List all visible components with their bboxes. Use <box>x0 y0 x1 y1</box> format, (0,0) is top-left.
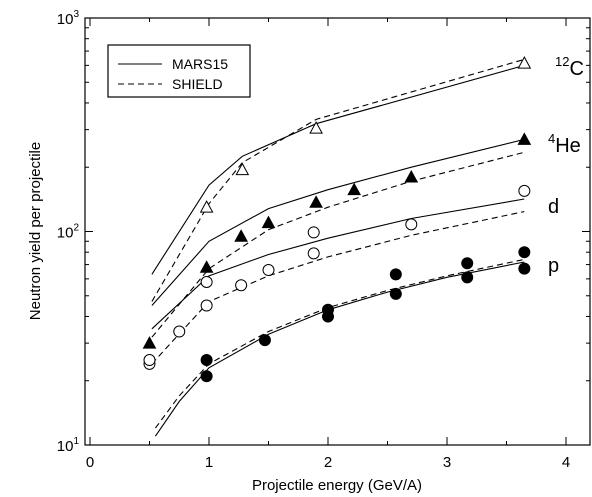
y-tick-label: 103 <box>57 9 80 28</box>
mars15-line-4He <box>151 138 525 306</box>
data-point-d <box>235 279 248 292</box>
data-point-p <box>518 262 531 275</box>
data-point-d <box>200 299 213 312</box>
data-point-4He <box>199 260 214 273</box>
data-point-p <box>200 354 213 367</box>
data-point-12C <box>309 121 323 134</box>
data-point-4He <box>142 336 157 349</box>
data-point-d <box>143 354 156 367</box>
data-point-d <box>173 325 186 338</box>
data-point-p <box>200 370 213 383</box>
shield-line-d <box>151 211 525 365</box>
data-point-12C <box>235 162 250 176</box>
particle-label-12C: 12C <box>555 54 584 80</box>
x-tick-label: 4 <box>562 454 570 471</box>
axis-ticks: 0 1 2 3 4 101 102 103 <box>57 9 590 471</box>
legend-shield-label: SHIELD <box>172 76 223 92</box>
particle-label-4He: 4He <box>548 131 581 157</box>
data-point-4He <box>261 215 276 229</box>
series-markers <box>142 56 532 383</box>
data-point-4He <box>309 195 323 208</box>
data-point-d <box>518 184 531 197</box>
data-point-12C <box>199 200 214 213</box>
data-point-12C <box>517 56 532 69</box>
data-point-4He <box>234 229 248 242</box>
data-point-d <box>262 264 275 277</box>
y-axis-label: Neutron yield per projectile <box>27 142 44 320</box>
particle-label-p: p <box>548 255 559 277</box>
legend-mars15-label: MARS15 <box>172 56 228 72</box>
shield-line-p <box>154 258 525 429</box>
x-tick-label: 1 <box>205 454 213 471</box>
legend-box <box>107 44 251 98</box>
data-point-p <box>258 334 271 347</box>
x-tick-label: 3 <box>443 454 451 471</box>
x-tick-label: 2 <box>324 454 332 471</box>
legend: MARS15 SHIELD <box>107 44 251 98</box>
y-tick-label: 101 <box>57 436 80 455</box>
x-axis-label: Projectile energy (GeV/A) <box>252 477 422 494</box>
mars15-line-p <box>154 261 525 437</box>
data-point-p <box>389 268 402 281</box>
data-point-4He <box>404 169 419 183</box>
data-point-d <box>405 218 418 231</box>
data-point-4He <box>517 132 532 145</box>
series-lines <box>151 58 525 437</box>
data-point-p <box>389 287 402 300</box>
shield-line-12C <box>151 58 525 302</box>
particle-labels: 12C 4He d p <box>548 54 584 277</box>
data-point-p <box>461 257 474 270</box>
data-point-4He <box>347 182 362 196</box>
data-point-p <box>518 246 531 259</box>
mars15-line-12C <box>151 64 525 275</box>
x-tick-label: 0 <box>86 454 94 471</box>
data-point-p <box>322 303 334 316</box>
data-point-d <box>307 226 320 239</box>
y-tick-label: 102 <box>57 223 80 242</box>
data-point-d <box>200 276 213 289</box>
data-point-d <box>307 247 320 260</box>
particle-label-d: d <box>548 196 559 218</box>
data-point-p <box>461 271 474 284</box>
shield-line-4He <box>151 151 525 338</box>
mars15-line-d <box>151 198 525 330</box>
